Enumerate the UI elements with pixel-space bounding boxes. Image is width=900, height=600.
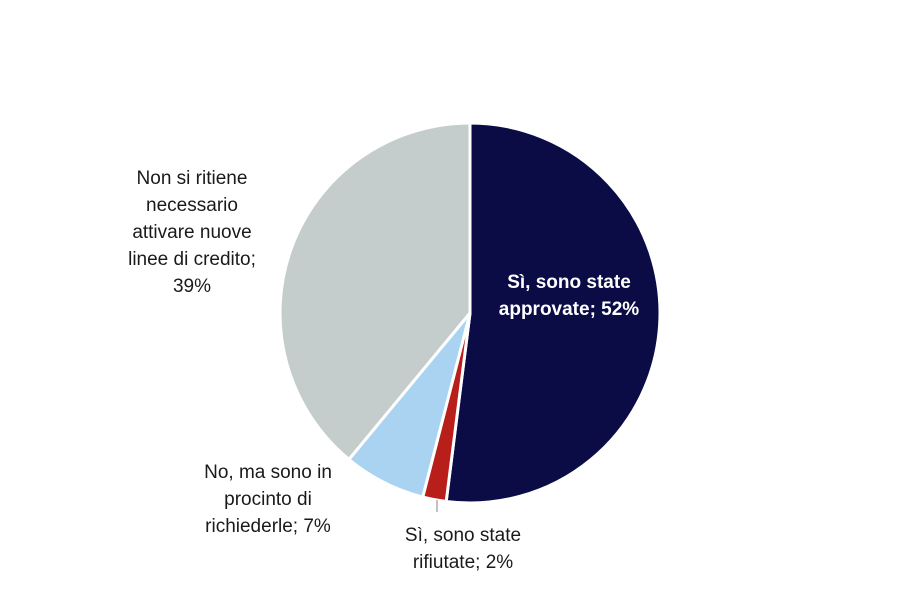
slice-label-0: Sì, sono state approvate; 52% bbox=[499, 272, 640, 320]
slice-label-line: Sì, sono state bbox=[507, 272, 631, 293]
slice-label-1: Sì, sono state rifiutate; 2% bbox=[405, 525, 521, 573]
slice-label-line: attivare nuove bbox=[132, 222, 251, 243]
slice-label-line: Non si ritiene bbox=[137, 168, 248, 189]
slice-label-line: linee di credito; bbox=[128, 249, 256, 270]
pie-slice-0 bbox=[444, 121, 662, 505]
pie-slices bbox=[278, 121, 662, 505]
pie-slice-3 bbox=[278, 121, 472, 462]
slice-labels: Sì, sono state approvate; 52%Sì, sono sta… bbox=[128, 168, 639, 573]
slice-label-line: No, ma sono in bbox=[204, 462, 332, 483]
slice-label-3: Non si ritiene necessario attivare nuove li… bbox=[128, 168, 256, 297]
slice-label-line: rifiutate; 2% bbox=[413, 552, 513, 573]
slice-label-line: richiederle; 7% bbox=[205, 516, 331, 537]
slice-label-line: approvate; 52% bbox=[499, 299, 640, 320]
slice-label-2: No, ma sono in procinto di richiederle; 7% bbox=[204, 462, 332, 537]
slice-label-line: 39% bbox=[173, 276, 211, 297]
slice-label-line: Sì, sono state bbox=[405, 525, 521, 546]
slice-label-line: procinto di bbox=[224, 489, 312, 510]
slice-label-line: necessario bbox=[146, 195, 238, 216]
